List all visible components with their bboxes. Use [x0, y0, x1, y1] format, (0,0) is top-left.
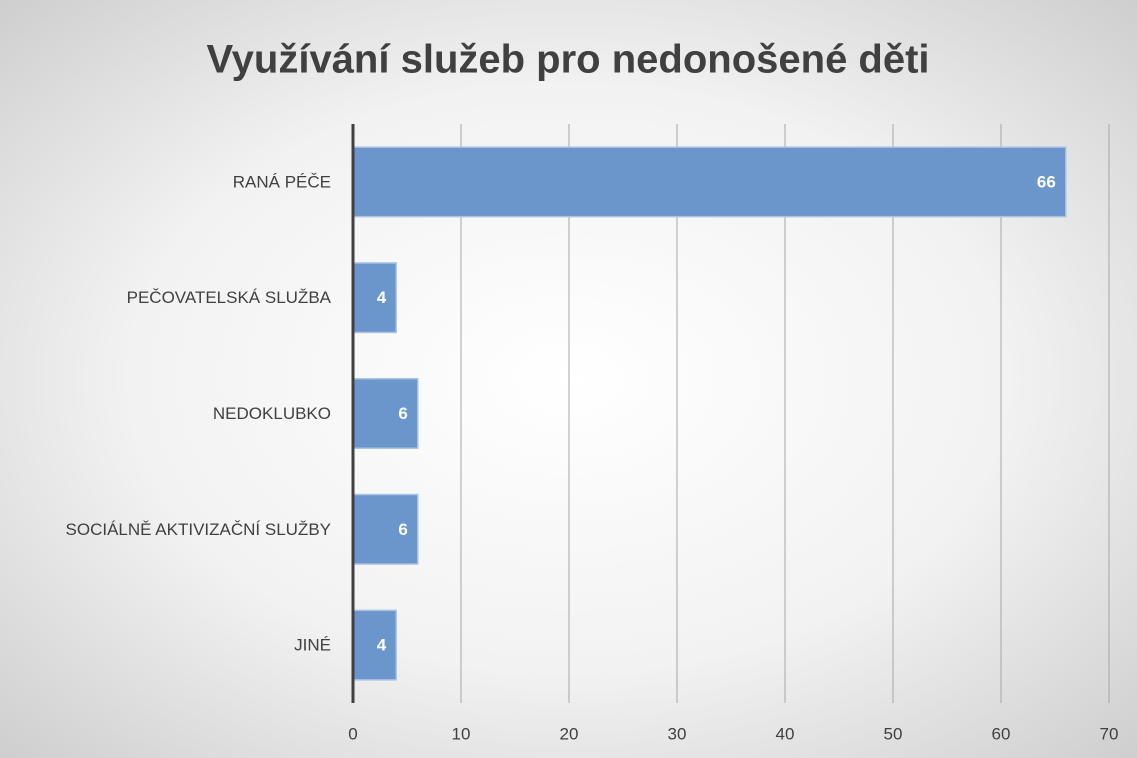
y-tick-label: JINÉ [294, 636, 331, 655]
bar [352, 262, 397, 334]
x-tick-label: 20 [560, 724, 579, 743]
y-tick-label: SOCIÁLNĚ AKTIVIZAČNÍ SLUŽBY [66, 520, 331, 539]
data-label: 66 [1037, 172, 1056, 191]
bar [352, 378, 419, 449]
data-label: 4 [377, 288, 387, 307]
bar [352, 493, 419, 565]
data-label: 4 [377, 636, 387, 655]
x-tick-label: 0 [348, 724, 357, 743]
data-label: 6 [398, 520, 407, 539]
y-tick-label: PEČOVATELSKÁ SLUŽBA [127, 288, 332, 307]
y-tick-label: RANÁ PÉČE [233, 172, 331, 191]
bar [352, 609, 397, 681]
x-tick-label: 40 [776, 724, 795, 743]
x-tick-label: 70 [1100, 724, 1119, 743]
chart-title: Využívání služeb pro nedonošené děti [206, 38, 929, 82]
x-tick-label: 30 [668, 724, 687, 743]
data-label: 6 [398, 404, 407, 423]
bar [352, 146, 1067, 218]
x-tick-label: 60 [992, 724, 1011, 743]
x-tick-label: 10 [452, 724, 471, 743]
x-tick-label: 50 [884, 724, 903, 743]
y-tick-label: NEDOKLUBKO [213, 404, 331, 423]
